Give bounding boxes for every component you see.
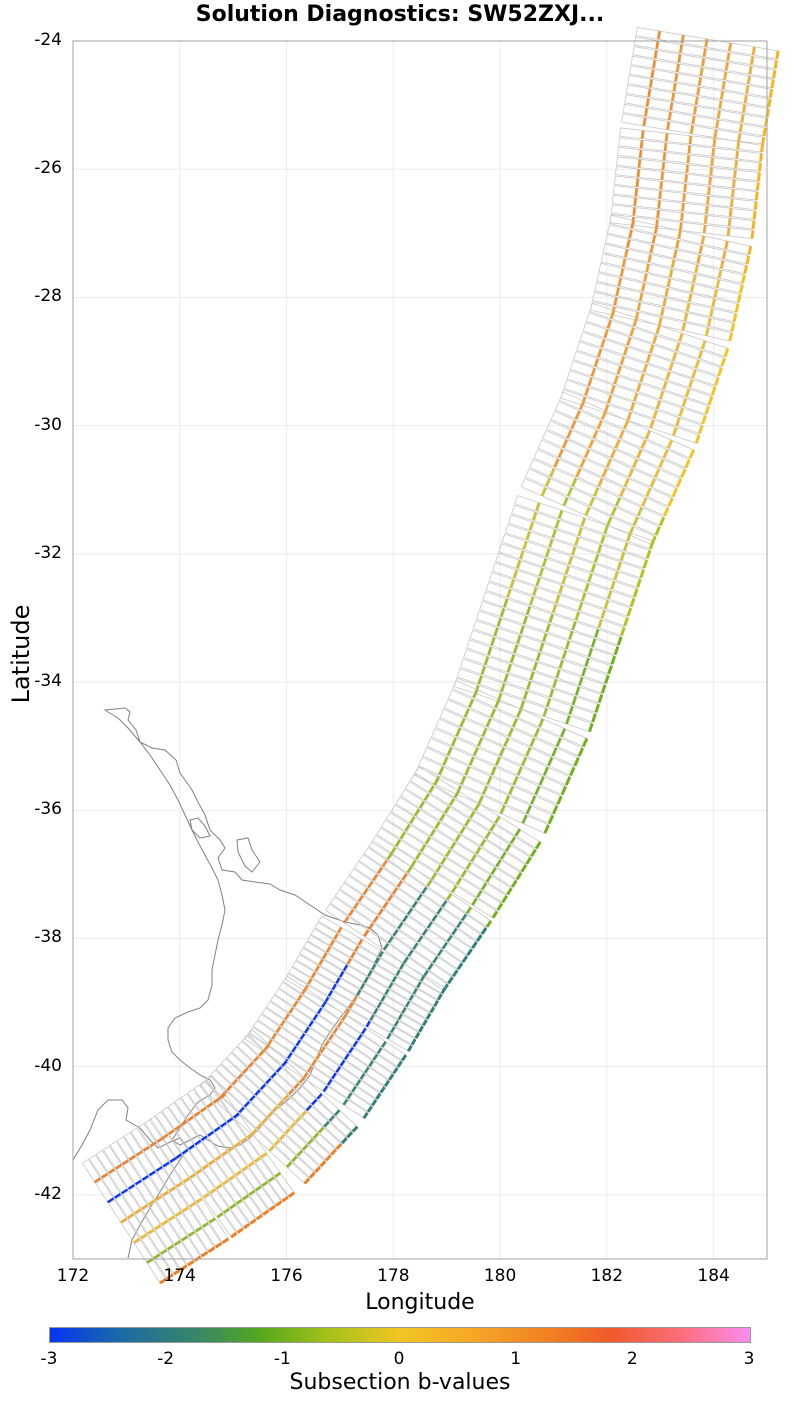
y-tick-label: -40 bbox=[34, 1055, 62, 1076]
x-tick-label: 174 bbox=[163, 1266, 196, 1286]
y-tick-label: -26 bbox=[34, 158, 62, 179]
x-tick-label: 178 bbox=[377, 1266, 410, 1286]
colorbar-label: Subsection b-values bbox=[289, 1370, 511, 1395]
y-tick-label: -34 bbox=[34, 671, 62, 692]
x-tick-label: 172 bbox=[56, 1266, 90, 1286]
fault-subsections bbox=[81, 26, 780, 1285]
colorbar bbox=[49, 1327, 751, 1343]
y-tick-label: -36 bbox=[34, 799, 62, 820]
colorbar-tick-label: -2 bbox=[157, 1349, 175, 1369]
colorbar-tick-label: 1 bbox=[510, 1349, 522, 1369]
y-tick-label: -28 bbox=[34, 286, 62, 307]
colorbar-tick-label: 2 bbox=[626, 1349, 638, 1369]
y-tick-label: -24 bbox=[34, 30, 62, 50]
x-tick-label: 184 bbox=[697, 1266, 730, 1286]
y-tick-label: -32 bbox=[34, 542, 62, 563]
y-tick-label: -38 bbox=[34, 927, 62, 948]
x-tick-label: 180 bbox=[483, 1266, 517, 1286]
x-axis-label: Longitude bbox=[365, 1290, 475, 1315]
colorbar-tick-label: 0 bbox=[393, 1349, 405, 1369]
chart-title: Solution Diagnostics: SW52ZXJ... bbox=[195, 2, 605, 27]
y-tick-label: -30 bbox=[34, 414, 62, 435]
x-tick-label: 176 bbox=[270, 1266, 303, 1286]
colorbar-tick-label: -3 bbox=[40, 1349, 58, 1369]
x-tick-label: 182 bbox=[590, 1266, 624, 1286]
colorbar-tick-label: 3 bbox=[743, 1349, 755, 1369]
y-axis-label: Latitude bbox=[7, 604, 35, 704]
colorbar-tick-label: -1 bbox=[273, 1349, 291, 1369]
y-tick-label: -42 bbox=[34, 1183, 62, 1204]
plot-frame bbox=[72, 40, 768, 1260]
